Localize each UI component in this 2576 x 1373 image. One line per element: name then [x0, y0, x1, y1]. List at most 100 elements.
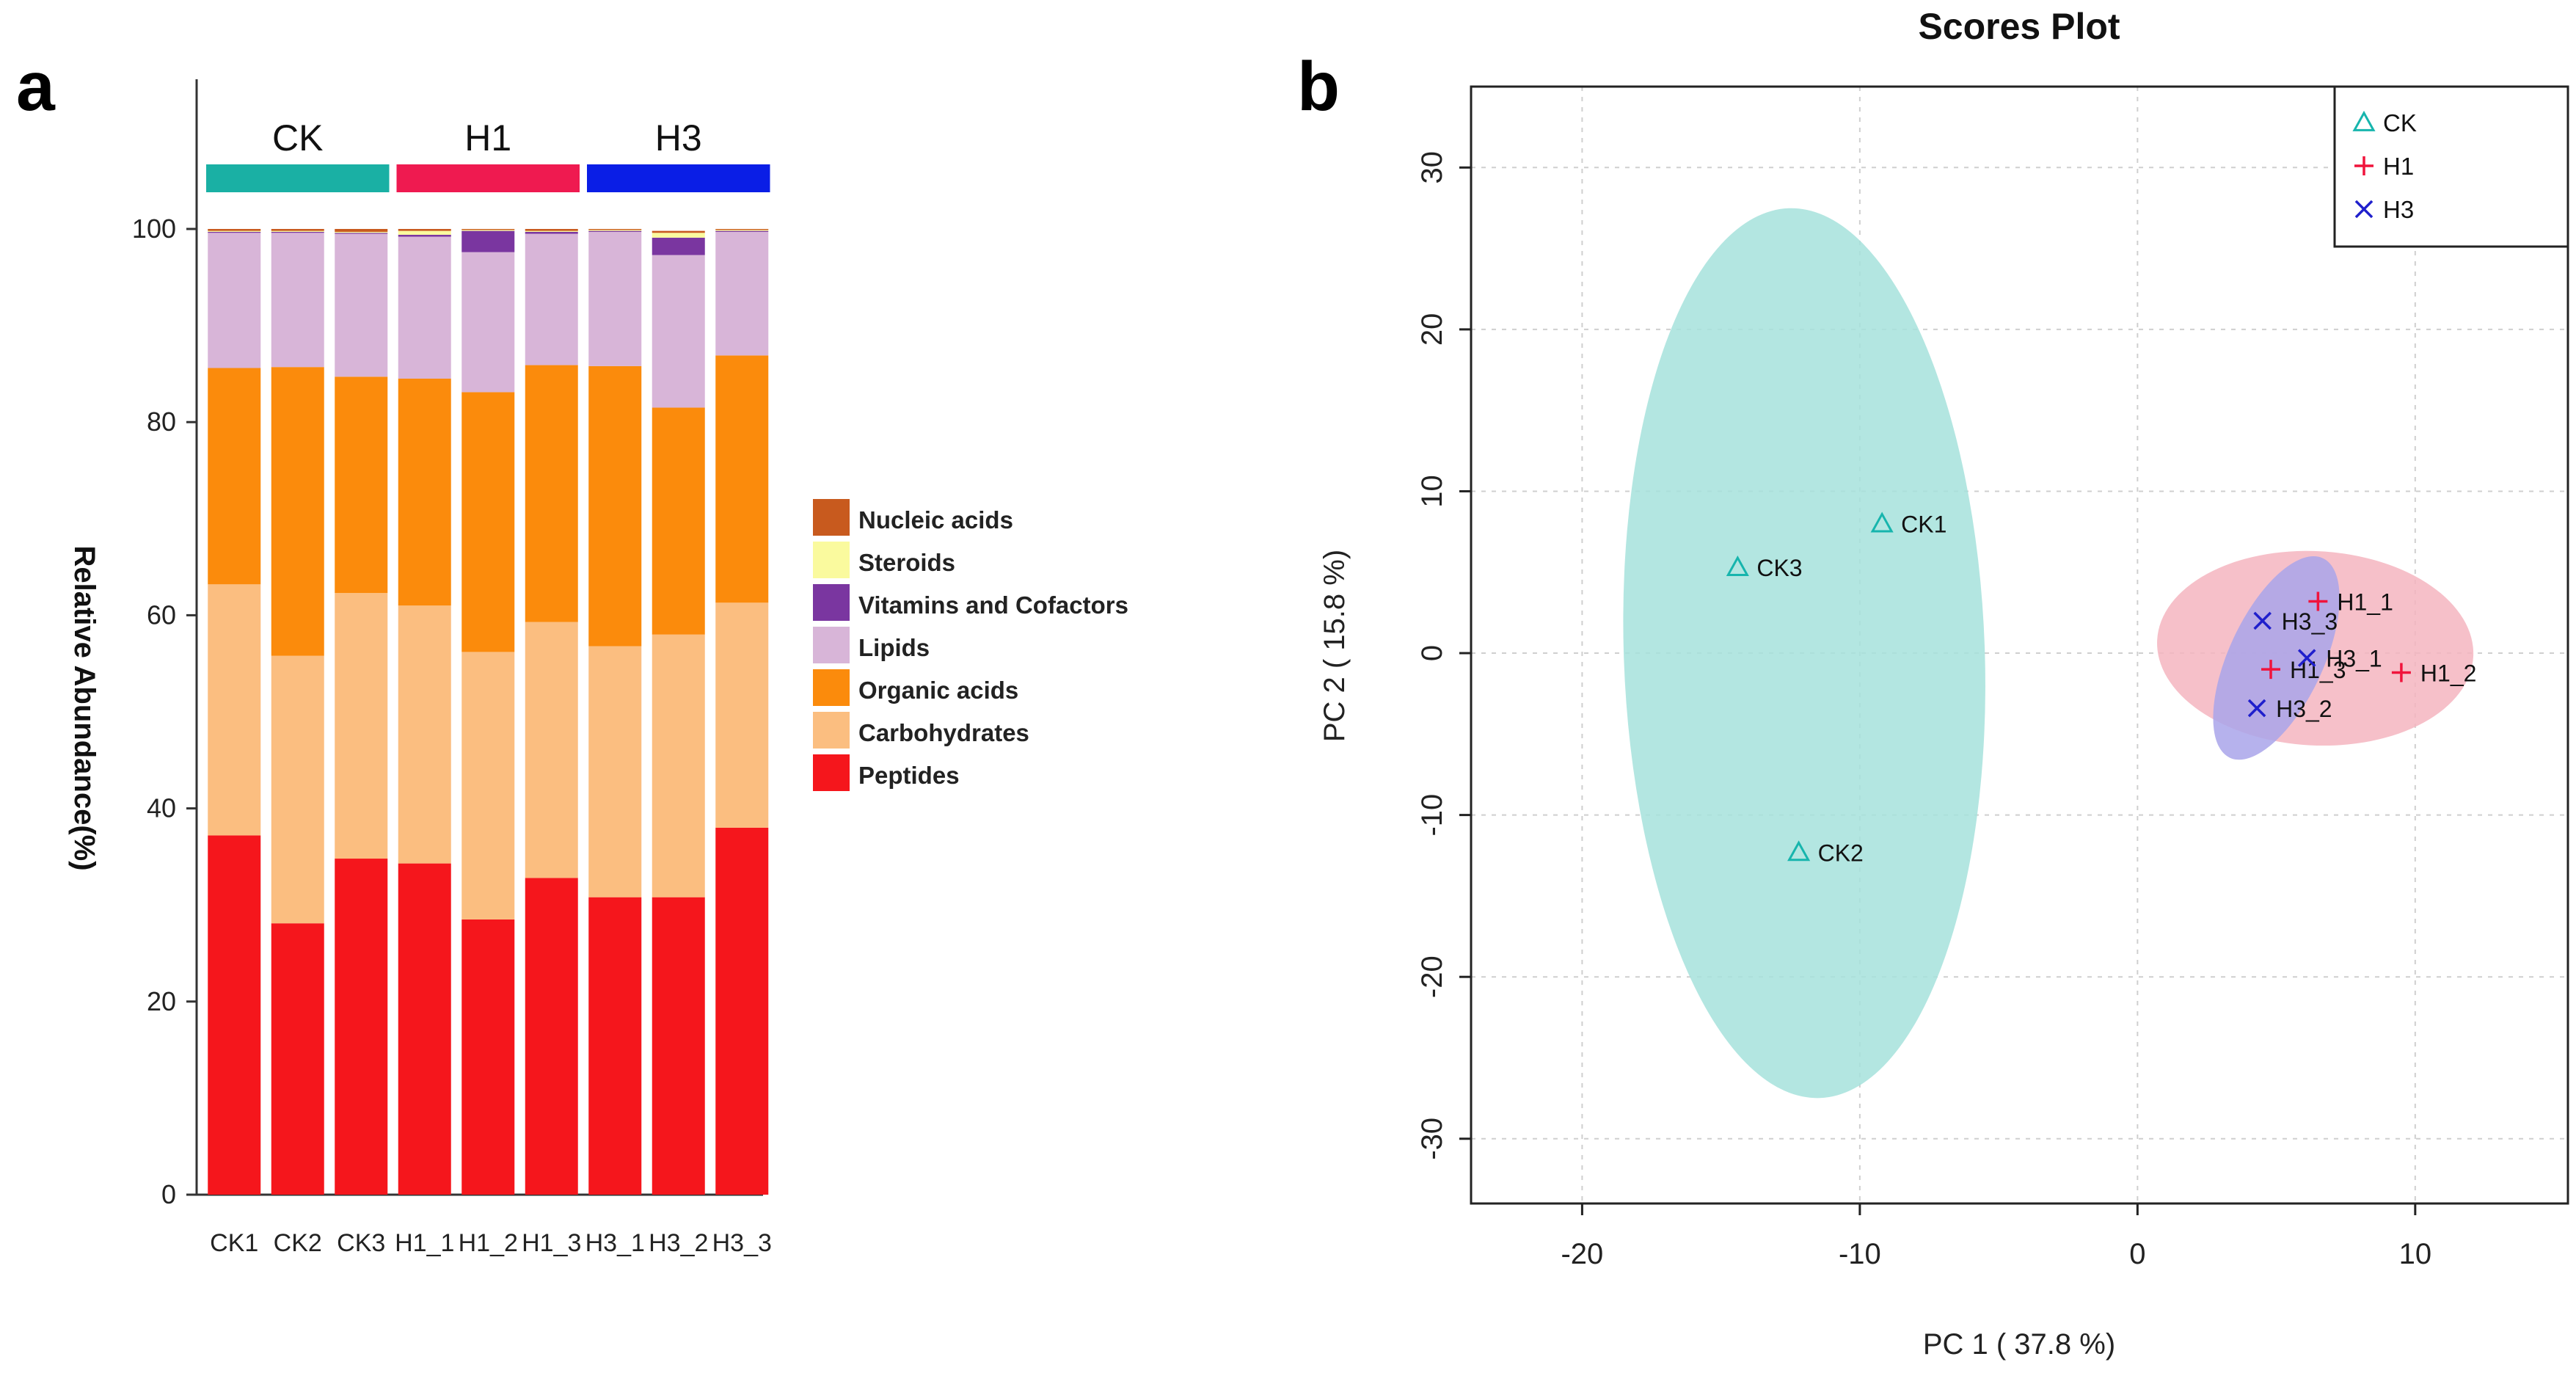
bar-vitamins-and-cofactors-h3_2 — [652, 237, 705, 255]
point-h3-1 — [2297, 649, 2316, 667]
legend-swatch-organic-acids — [813, 669, 850, 706]
x-tick-label: H3_2 — [649, 1229, 708, 1257]
group-label-h3: H3 — [655, 117, 702, 159]
bar-steroids-ck3 — [335, 231, 388, 233]
legend-marker-h1 — [2354, 156, 2374, 175]
bar-carbohydrates-h1_3 — [525, 622, 578, 878]
legend-swatch-vitamins-and-cofactors — [813, 584, 850, 621]
bar-lipids-h3_1 — [588, 231, 642, 366]
bar-nucleic-acids-ck2 — [271, 229, 324, 231]
point-ck1 — [1870, 511, 1894, 533]
bar-lipids-h1_1 — [398, 236, 451, 379]
x-tick-label: 0 — [2129, 1238, 2145, 1270]
legend-swatch-carbohydrates — [813, 712, 850, 749]
bar-lipids-h3_2 — [652, 255, 705, 408]
group-label-ck: CK — [272, 117, 323, 159]
bar-steroids-h1_3 — [525, 230, 578, 232]
bar-organic-acids-h1_2 — [461, 392, 515, 652]
y-tick-label: 20 — [147, 986, 176, 1016]
bar-steroids-h3_2 — [652, 233, 705, 238]
x-tick-label: CK2 — [274, 1229, 322, 1257]
y-tick-label: -20 — [1416, 955, 1448, 998]
bar-nucleic-acids-h3_3 — [715, 229, 769, 230]
point-h3-3 — [2253, 611, 2272, 630]
y-tick-label: -30 — [1416, 1118, 1448, 1160]
legend-swatch-steroids — [813, 542, 850, 578]
legend-label: Organic acids — [858, 677, 1018, 704]
y-tick-label: 20 — [1416, 313, 1448, 346]
bar-organic-acids-h3_2 — [652, 407, 705, 635]
legend-swatch-nucleic-acids — [813, 499, 850, 536]
bar-peptides-h1_3 — [525, 878, 578, 1195]
y-tick-label: 30 — [1416, 151, 1448, 184]
point-label: H1_1 — [2337, 589, 2393, 615]
x-tick-label: -10 — [1839, 1238, 1881, 1270]
legend-label: Nucleic acids — [858, 506, 1013, 533]
bar-nucleic-acids-h1_2 — [461, 229, 515, 230]
bar-organic-acids-h3_1 — [588, 365, 642, 647]
pca-scores-plot: Scores Plot -20 -10 0 10 -30 -20 -10 0 10 20 30 PC 1… — [1318, 6, 2569, 1361]
bar-nucleic-acids-h1_1 — [398, 229, 451, 231]
bar-vitamins-and-cofactors-ck2 — [271, 231, 324, 233]
bar-organic-acids-h1_1 — [398, 378, 451, 606]
bar-peptides-ck1 — [208, 835, 261, 1195]
y-tick-label: 0 — [161, 1179, 176, 1209]
bar-vitamins-and-cofactors-h3_3 — [715, 230, 769, 232]
point-h1-3 — [2261, 660, 2281, 680]
bar-vitamins-and-cofactors-ck1 — [208, 231, 261, 233]
bar-lipids-h1_3 — [525, 233, 578, 365]
bar-peptides-h1_1 — [398, 863, 451, 1195]
bar-organic-acids-ck2 — [271, 367, 324, 656]
bar-organic-acids-h3_3 — [715, 355, 769, 603]
y-tick-label: 40 — [147, 793, 176, 823]
point-label: CK3 — [1756, 555, 1802, 581]
chart-title: Scores Plot — [1918, 6, 2120, 47]
legend-marker-ck — [2352, 110, 2376, 131]
bar-organic-acids-ck1 — [208, 368, 261, 585]
point-label: CK1 — [1901, 511, 1946, 538]
legend-label: CK — [2383, 109, 2417, 136]
x-tick-label: H1_1 — [395, 1229, 454, 1257]
plot-frame — [1470, 85, 2569, 1205]
bar-carbohydrates-h1_2 — [461, 652, 515, 919]
bar-steroids-h1_1 — [398, 230, 451, 235]
point-label: H3_3 — [2282, 608, 2338, 635]
bar-nucleic-acids-h3_1 — [588, 229, 642, 230]
bar-vitamins-and-cofactors-h1_3 — [525, 231, 578, 234]
bar-vitamins-and-cofactors-h1_1 — [398, 234, 451, 237]
point-h1-1 — [2308, 591, 2328, 611]
point-ck2 — [1787, 840, 1811, 862]
bar-peptides-h3_2 — [652, 897, 705, 1195]
bar-vitamins-and-cofactors-h3_1 — [588, 230, 642, 232]
bar-organic-acids-ck3 — [335, 376, 388, 594]
bar-peptides-h1_2 — [461, 919, 515, 1195]
bar-nucleic-acids-ck1 — [208, 229, 261, 231]
legend-label: Carbohydrates — [858, 719, 1029, 746]
bar-lipids-h3_3 — [715, 231, 769, 356]
panel-label-a: a — [16, 48, 56, 125]
bar-carbohydrates-ck3 — [335, 593, 388, 859]
legend-label: Steroids — [858, 549, 955, 576]
bar-carbohydrates-ck2 — [271, 655, 324, 924]
x-tick-label: CK3 — [337, 1229, 385, 1257]
point-label: H3_1 — [2326, 646, 2382, 672]
legend-label: H3 — [2383, 196, 2414, 223]
bar-organic-acids-h1_3 — [525, 365, 578, 622]
bar-nucleic-acids-h3_2 — [652, 230, 705, 233]
bar-lipids-h1_2 — [461, 252, 515, 393]
legend-swatch-peptides — [813, 754, 850, 791]
group-bar-ck — [206, 164, 390, 192]
bar-lipids-ck2 — [271, 233, 324, 368]
confidence-ellipse-h3 — [2213, 556, 2340, 760]
y-tick-label: 10 — [1416, 475, 1448, 508]
group-bar-h3 — [587, 164, 770, 192]
point-label: H1_2 — [2420, 660, 2477, 686]
bar-peptides-ck3 — [335, 859, 388, 1195]
point-h1-2 — [2391, 663, 2411, 682]
bar-lipids-ck1 — [208, 233, 261, 368]
point-label: H3_2 — [2276, 696, 2332, 722]
x-tick-label: CK1 — [210, 1229, 258, 1257]
y-tick-label: 100 — [132, 214, 176, 244]
x-tick-label: 10 — [2399, 1238, 2432, 1270]
